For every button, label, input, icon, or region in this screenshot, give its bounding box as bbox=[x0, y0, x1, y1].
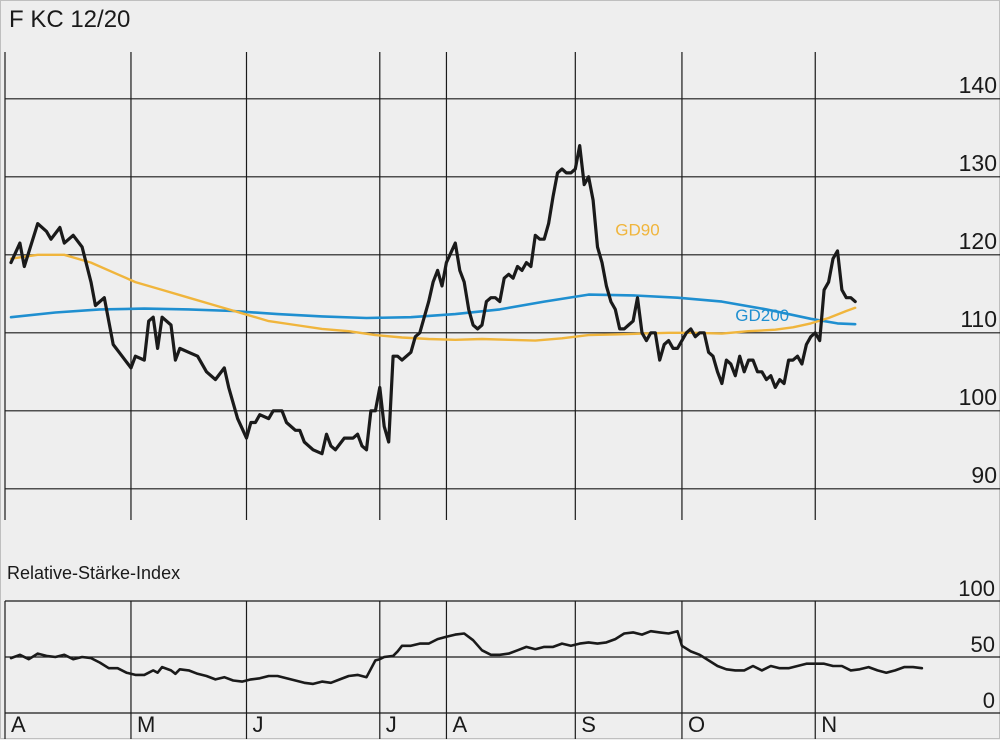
price-y-tick-label: 130 bbox=[959, 150, 997, 176]
month-label: O bbox=[688, 712, 705, 737]
price-y-tick-label: 90 bbox=[971, 462, 997, 488]
annotation-layer: GD90 GD200 bbox=[615, 220, 789, 325]
rsi-gridlines bbox=[4, 600, 1000, 739]
month-label: A bbox=[452, 712, 467, 737]
price-y-tick-label: 110 bbox=[960, 306, 997, 332]
rsi-y-tick-label: 50 bbox=[971, 632, 995, 657]
month-label: J bbox=[252, 712, 263, 737]
rsi-line bbox=[9, 629, 924, 686]
month-label: S bbox=[581, 712, 596, 737]
rsi-y-axis: 0 50 100 bbox=[958, 576, 995, 713]
rsi-y-tick-label: 100 bbox=[958, 576, 995, 601]
price-y-axis: 90 100 110 120 130 140 bbox=[959, 72, 997, 488]
rsi-panel-title: Relative-Stärke-Index bbox=[7, 563, 180, 583]
price-y-tick-label: 120 bbox=[959, 228, 997, 254]
month-label: N bbox=[821, 712, 837, 737]
price-y-tick-label: 140 bbox=[959, 72, 997, 98]
chart-title: F KC 12/20 bbox=[9, 6, 130, 33]
price-y-tick-label: 100 bbox=[959, 384, 997, 410]
month-label: M bbox=[137, 712, 155, 737]
series-annotation: GD90 bbox=[615, 220, 659, 239]
series-layer bbox=[9, 144, 924, 686]
rsi-y-tick-label: 0 bbox=[983, 688, 995, 713]
price-line bbox=[9, 144, 857, 456]
gd90-line bbox=[9, 253, 857, 342]
month-label: A bbox=[11, 712, 26, 737]
gd200-line bbox=[9, 293, 857, 326]
month-label: J bbox=[386, 712, 397, 737]
series-annotation: GD200 bbox=[735, 306, 789, 325]
